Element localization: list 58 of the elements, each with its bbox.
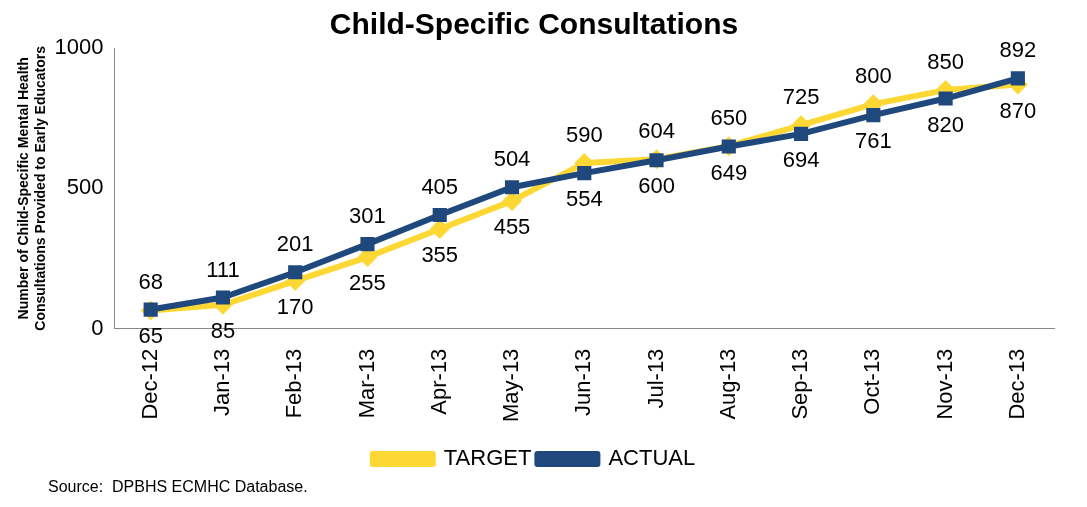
data-label: 600 [638,173,675,199]
data-label: 604 [638,118,675,144]
data-label: 201 [276,231,314,257]
data-label: 590 [565,122,603,148]
x-tick-label: Oct-13 [859,348,885,415]
x-tick-label: Dec-12 [136,348,162,420]
x-tick-label: Apr-13 [425,348,451,415]
chart-title: Child-Specific Consultations [329,7,739,41]
point [288,265,303,280]
x-tick-label: Jan-13 [209,348,234,416]
x-tick-label: Dec-13 [1003,348,1029,420]
data-label: 725 [782,84,820,110]
point [432,207,447,223]
data-label: 68 [138,268,163,294]
point [215,290,231,305]
data-label: 850 [927,49,964,75]
data-label: 820 [927,111,964,137]
x-tick-label: Nov-13 [931,348,957,420]
data-label: 111 [206,256,240,282]
legend-label: TARGET [443,445,532,471]
data-label: 649 [710,159,748,185]
data-label: 761 [854,128,892,154]
x-tick-label: Jun-13 [570,348,596,416]
data-label: 255 [349,270,386,296]
data-label: 650 [710,105,748,131]
data-label: 694 [782,146,820,172]
y-tick-label: 0 [91,314,104,340]
data-label: 892 [999,37,1037,63]
data-label: 355 [421,242,459,268]
point [938,91,953,106]
source-note: Source: DPBHS ECMHC Database. [48,478,308,496]
point [577,166,592,181]
y-tick-label: 1000 [54,34,104,60]
x-tick-label: May-13 [498,348,524,422]
legend-label: ACTUAL [608,445,696,471]
point [360,237,375,252]
x-tick-label: Mar-13 [353,348,379,419]
data-label: 455 [493,214,531,240]
point [429,219,450,240]
data-label: 554 [565,186,603,212]
data-label: 170 [276,294,314,319]
data-label: 65 [138,323,163,349]
data-label: 870 [999,97,1037,123]
x-tick-label: Sep-13 [787,348,813,420]
data-label: 800 [854,63,892,89]
data-label: 405 [421,174,459,200]
x-tick-label: Feb-13 [281,348,307,419]
data-label: 504 [493,146,531,172]
x-tick-label: Jul-13 [642,348,668,409]
x-tick-label: Aug-13 [714,348,740,420]
y-tick-label: 500 [66,174,104,200]
point [1010,71,1025,86]
data-label: 85 [210,317,236,343]
point [866,108,881,123]
y-axis-title: Number of Child-Specific Mental Health Consultations Provided to Early Educators [15,45,49,331]
point [504,180,520,195]
data-label: 301 [349,203,386,229]
point [794,126,809,141]
